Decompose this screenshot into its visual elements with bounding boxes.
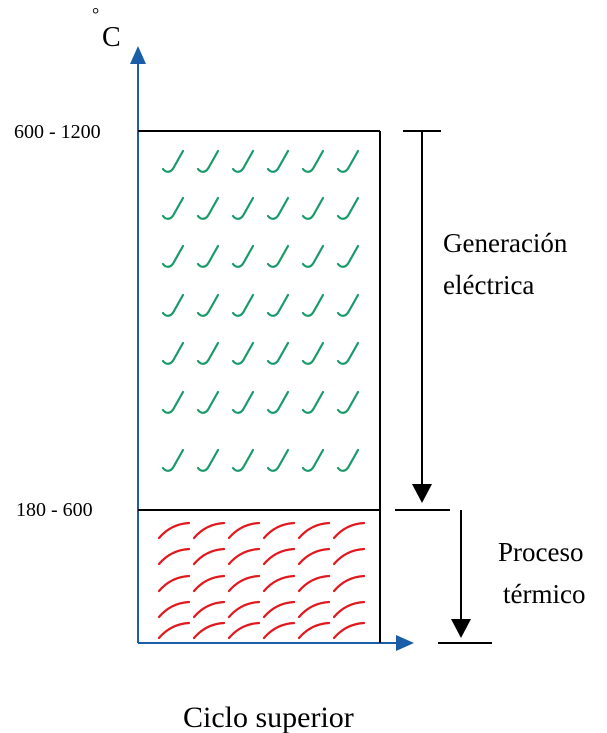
thermal-hatch-glyph bbox=[157, 600, 191, 619]
generation-hatch-glyph bbox=[336, 341, 360, 365]
generation-hatch-glyph bbox=[266, 293, 290, 317]
generation-hatch-glyph bbox=[266, 244, 290, 268]
thermal-hatch-glyph bbox=[332, 600, 366, 619]
generation-hatch-glyph bbox=[231, 196, 255, 220]
generation-hatch-glyph bbox=[336, 244, 360, 268]
generation-hatch-glyph bbox=[336, 390, 360, 414]
thermal-hatch-glyph bbox=[157, 574, 191, 593]
generation-hatch-glyph bbox=[231, 293, 255, 317]
upper-level-label: 600 - 1200 bbox=[14, 121, 101, 143]
thermal-region-glyphs bbox=[157, 521, 366, 640]
thermal-label-line1: Proceso bbox=[498, 537, 583, 567]
thermal-hatch-glyph bbox=[297, 621, 331, 640]
generation-hatch-glyph bbox=[196, 244, 220, 268]
thermal-hatch-glyph bbox=[297, 521, 331, 540]
thermal-hatch-glyph bbox=[262, 574, 296, 593]
thermal-arrowhead bbox=[451, 619, 471, 638]
thermal-hatch-glyph bbox=[297, 574, 331, 593]
thermal-hatch-glyph bbox=[192, 600, 226, 619]
thermal-hatch-glyph bbox=[227, 547, 261, 566]
vertical-axis-arrowhead bbox=[130, 46, 146, 64]
thermal-hatch-glyph bbox=[262, 521, 296, 540]
generation-hatch-glyph bbox=[196, 390, 220, 414]
thermal-hatch-glyph bbox=[227, 600, 261, 619]
thermal-hatch-glyph bbox=[297, 547, 331, 566]
thermal-hatch-glyph bbox=[157, 521, 191, 540]
thermal-hatch-glyph bbox=[192, 574, 226, 593]
generation-hatch-glyph bbox=[336, 149, 360, 173]
generation-hatch-glyph bbox=[161, 196, 185, 220]
generation-hatch-glyph bbox=[231, 244, 255, 268]
generation-hatch-glyph bbox=[301, 448, 325, 472]
thermal-hatch-glyph bbox=[332, 574, 366, 593]
generation-hatch-glyph bbox=[161, 390, 185, 414]
generation-hatch-glyph bbox=[301, 293, 325, 317]
generation-hatch-glyph bbox=[196, 341, 220, 365]
thermal-range-arrow bbox=[395, 509, 492, 644]
generation-hatch-glyph bbox=[196, 196, 220, 220]
temperature-unit-label: ° C bbox=[92, 4, 121, 53]
generation-arrowhead bbox=[412, 484, 432, 503]
generation-hatch-glyph bbox=[266, 448, 290, 472]
thermal-hatch-glyph bbox=[157, 547, 191, 566]
thermal-hatch-glyph bbox=[332, 547, 366, 566]
thermal-label-line2: térmico bbox=[503, 579, 585, 609]
thermal-hatch-glyph bbox=[192, 547, 226, 566]
thermal-hatch-glyph bbox=[157, 621, 191, 640]
diagram-caption: Ciclo superior bbox=[183, 701, 354, 733]
thermal-hatch-glyph bbox=[192, 621, 226, 640]
generation-hatch-glyph bbox=[231, 149, 255, 173]
generation-hatch-glyph bbox=[266, 196, 290, 220]
generation-label-line1: Generación bbox=[443, 228, 568, 258]
generation-hatch-glyph bbox=[161, 293, 185, 317]
generation-hatch-glyph bbox=[301, 341, 325, 365]
generation-hatch-glyph bbox=[161, 341, 185, 365]
generation-hatch-glyph bbox=[301, 149, 325, 173]
generation-hatch-glyph bbox=[266, 390, 290, 414]
thermal-hatch-glyph bbox=[227, 621, 261, 640]
generation-hatch-glyph bbox=[336, 448, 360, 472]
thermal-hatch-glyph bbox=[262, 547, 296, 566]
generation-hatch-glyph bbox=[231, 390, 255, 414]
thermal-hatch-glyph bbox=[227, 521, 261, 540]
generation-hatch-glyph bbox=[161, 149, 185, 173]
celsius-letter: C bbox=[102, 22, 121, 53]
generation-hatch-glyph bbox=[231, 341, 255, 365]
generation-hatch-glyph bbox=[196, 448, 220, 472]
generation-hatch-glyph bbox=[301, 196, 325, 220]
generation-hatch-glyph bbox=[336, 293, 360, 317]
generation-hatch-glyph bbox=[231, 448, 255, 472]
generation-hatch-glyph bbox=[301, 390, 325, 414]
generation-hatch-glyph bbox=[336, 196, 360, 220]
horizontal-axis-arrowhead bbox=[396, 635, 414, 651]
generation-hatch-glyph bbox=[196, 293, 220, 317]
generation-range-arrow bbox=[403, 130, 441, 503]
generation-hatch-glyph bbox=[266, 341, 290, 365]
generation-hatch-glyph bbox=[161, 244, 185, 268]
thermal-hatch-glyph bbox=[262, 621, 296, 640]
generation-hatch-glyph bbox=[196, 149, 220, 173]
thermal-hatch-glyph bbox=[192, 521, 226, 540]
thermal-hatch-glyph bbox=[262, 600, 296, 619]
generation-hatch-glyph bbox=[161, 448, 185, 472]
thermal-hatch-glyph bbox=[297, 600, 331, 619]
thermal-hatch-glyph bbox=[332, 621, 366, 640]
generation-hatch-glyph bbox=[301, 244, 325, 268]
generation-region-glyphs bbox=[161, 149, 360, 472]
generation-hatch-glyph bbox=[266, 149, 290, 173]
thermal-hatch-glyph bbox=[332, 521, 366, 540]
middle-level-label: 180 - 600 bbox=[16, 499, 93, 521]
generation-label-line2: eléctrica bbox=[443, 270, 534, 300]
degree-symbol: ° bbox=[92, 4, 99, 24]
thermal-hatch-glyph bbox=[227, 574, 261, 593]
